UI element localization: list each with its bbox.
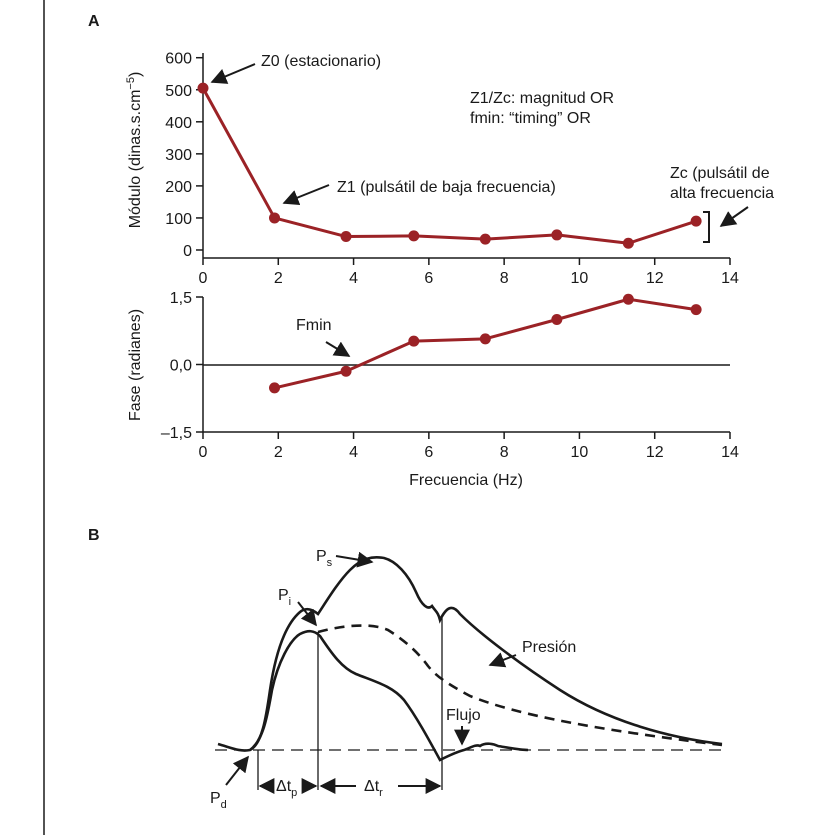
data-point	[269, 382, 281, 394]
x-tick-label: 8	[500, 444, 509, 461]
flow-curve	[249, 629, 529, 762]
data-point	[690, 304, 702, 316]
series-line	[201, 87, 697, 245]
pd-arrow	[225, 755, 249, 786]
fmin-arrow	[325, 341, 351, 357]
phase-y-label: Fase (radianes)	[127, 309, 144, 421]
x-tick-label: 10	[571, 444, 589, 461]
x-tick-label: 12	[646, 270, 664, 287]
data-point	[408, 335, 420, 347]
y-tick-label: –1,5	[161, 425, 192, 442]
x-tick-label: 8	[500, 270, 509, 287]
y-tick-label: 500	[165, 83, 192, 100]
data-point	[269, 212, 281, 224]
y-tick-label: 1,5	[170, 290, 192, 307]
x-tick-label: 0	[199, 270, 208, 287]
modulus-chart: 0 100 200 300 400 500 600 0 2 4 6 8 10 12 14 Módulo (…	[125, 51, 774, 287]
panel-a-label: A	[88, 13, 100, 30]
data-point	[479, 333, 491, 345]
y-tick-label: 0,0	[170, 358, 192, 375]
y-tick-label: 300	[165, 147, 192, 164]
y-tick-label: 400	[165, 115, 192, 132]
data-point	[622, 293, 634, 305]
pi-label: Pi	[278, 587, 291, 608]
data-point	[197, 82, 209, 94]
x-tick-label: 14	[721, 444, 739, 461]
data-point	[690, 215, 702, 227]
dtr-label: Δtr	[364, 778, 383, 799]
y-tick-label: 600	[165, 51, 192, 68]
data-point	[479, 233, 491, 245]
modulus-y-label: Módulo (dinas.s.cm−5)	[125, 72, 144, 229]
data-point	[340, 365, 352, 377]
note-line-2: fmin: “timing” OR	[470, 110, 591, 127]
y-tick-label: 0	[183, 243, 192, 260]
x-tick-label: 0	[199, 444, 208, 461]
x-tick-label: 12	[646, 444, 664, 461]
x-tick-label: 4	[349, 270, 358, 287]
x-tick-label: 2	[274, 444, 283, 461]
pressure-label: Presión	[522, 639, 576, 656]
y-tick-label: 200	[165, 179, 192, 196]
pi-arrow	[297, 601, 317, 627]
zc-arrow	[719, 206, 749, 227]
ps-label: Ps	[316, 548, 333, 569]
z0-arrow	[210, 63, 256, 84]
dtp-label: Δtp	[276, 778, 297, 799]
ps-arrow	[335, 551, 374, 568]
data-point	[408, 230, 420, 242]
x-tick-label: 6	[424, 270, 433, 287]
zc-bracket	[703, 211, 710, 243]
zc-annotation-line-2: alta frecuencia	[670, 185, 774, 202]
z0-annotation: Z0 (estacionario)	[261, 53, 381, 70]
x-tick-label: 2	[274, 270, 283, 287]
x-tick-label: 14	[721, 270, 739, 287]
phase-chart: –1,5 0,0 1,5 0 2 4 6 8 10 12 14 Fase (radianes) F…	[127, 290, 739, 489]
flow-label: Flujo	[446, 707, 481, 724]
fmin-annotation: Fmin	[296, 317, 332, 334]
phase-x-label: Frecuencia (Hz)	[409, 472, 523, 489]
x-tick-label: 6	[424, 444, 433, 461]
panel-b-label: B	[88, 527, 100, 544]
x-tick-label: 4	[349, 444, 358, 461]
pressure-forward-dashed	[317, 624, 723, 747]
x-tick-label: 10	[571, 270, 589, 287]
y-tick-label: 100	[165, 211, 192, 228]
z1-arrow	[282, 184, 330, 206]
pd-label: Pd	[210, 790, 227, 811]
z1-annotation: Z1 (pulsátil de baja frecuencia)	[337, 179, 556, 196]
zc-annotation-line-1: Zc (pulsátil de	[670, 165, 770, 182]
data-point	[622, 237, 634, 249]
pressure-arrow	[488, 652, 517, 668]
data-point	[551, 229, 563, 241]
waveform-diagram: Ps Pi Presión Flujo Pd Δtp Δtr	[210, 548, 723, 811]
data-point	[551, 314, 563, 325]
pressure-curve	[217, 556, 723, 752]
data-point	[340, 231, 352, 243]
note-line-1: Z1/Zc: magnitud OR	[470, 90, 614, 107]
